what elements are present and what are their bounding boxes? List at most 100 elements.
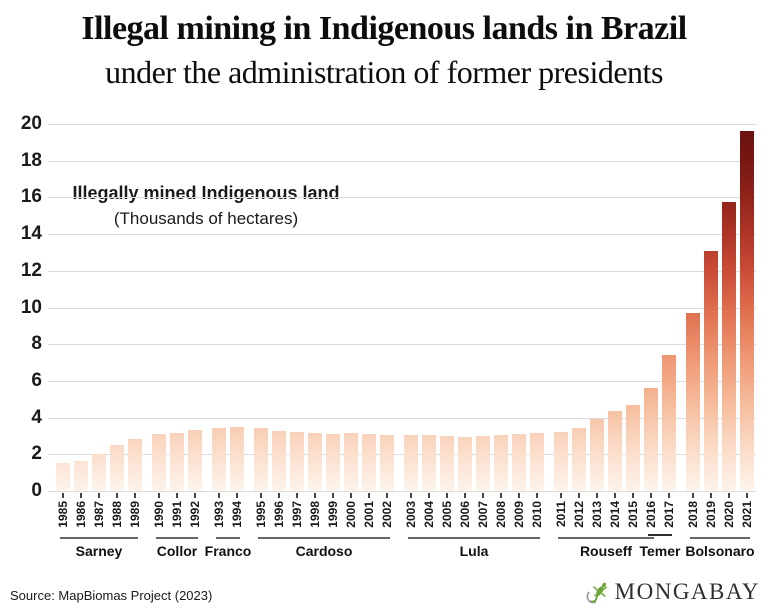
x-axis-tick bbox=[332, 493, 334, 498]
x-axis-tick bbox=[260, 493, 262, 498]
gridline bbox=[48, 270, 756, 272]
bar-2018 bbox=[686, 313, 700, 491]
brand-name: MONGABAY bbox=[614, 579, 760, 604]
bar-2003 bbox=[404, 435, 418, 491]
bar-2010 bbox=[530, 433, 544, 491]
bar-2011 bbox=[554, 432, 568, 491]
x-axis-label-2007: 2007 bbox=[476, 501, 490, 528]
x-axis-tick bbox=[62, 493, 64, 498]
bar-1991 bbox=[170, 433, 184, 491]
bar-2004 bbox=[422, 435, 436, 491]
bar-1998 bbox=[308, 433, 322, 491]
bar-2019 bbox=[704, 250, 718, 491]
x-axis-tick bbox=[500, 493, 502, 498]
page-title: Illegal mining in Indigenous lands in Br… bbox=[81, 10, 687, 47]
bar-1995 bbox=[254, 427, 268, 491]
x-axis-label-1990: 1990 bbox=[152, 501, 166, 528]
x-axis-label-2003: 2003 bbox=[404, 501, 418, 528]
president-label-cardoso: Cardoso bbox=[295, 543, 353, 559]
x-axis-tick bbox=[368, 493, 370, 498]
x-axis-tick bbox=[428, 493, 430, 498]
x-axis-label-1993: 1993 bbox=[212, 501, 226, 528]
president-underline-bolsonaro bbox=[690, 537, 750, 539]
source-note: Source: MapBiomas Project (2023) bbox=[10, 588, 213, 603]
bar-2016 bbox=[644, 388, 658, 491]
x-axis-label-1996: 1996 bbox=[272, 501, 286, 528]
x-axis-tick bbox=[296, 493, 298, 498]
x-axis-label-1988: 1988 bbox=[110, 501, 124, 528]
x-axis-tick bbox=[692, 493, 694, 498]
bar-1997 bbox=[290, 432, 304, 491]
x-axis-label-1994: 1994 bbox=[230, 501, 244, 528]
legend-unit-label: (Thousands of hectares) bbox=[106, 208, 306, 230]
bar-2014 bbox=[608, 411, 622, 491]
gridline bbox=[48, 454, 756, 456]
bar-2007 bbox=[476, 435, 490, 491]
x-axis-tick bbox=[578, 493, 580, 498]
x-axis-label-2002: 2002 bbox=[380, 501, 394, 528]
x-axis-label-2009: 2009 bbox=[512, 501, 526, 528]
bar-2017 bbox=[662, 355, 676, 491]
bar-2006 bbox=[458, 436, 472, 491]
bar-2020 bbox=[722, 201, 736, 491]
x-axis-tick bbox=[632, 493, 634, 498]
x-axis-label-1989: 1989 bbox=[128, 501, 142, 528]
x-axis-tick bbox=[176, 493, 178, 498]
x-axis-label-2021: 2021 bbox=[740, 501, 754, 528]
x-axis-tick bbox=[482, 493, 484, 498]
gridline bbox=[48, 234, 756, 236]
x-axis-label-1987: 1987 bbox=[92, 501, 106, 528]
president-label-sarney: Sarney bbox=[75, 543, 123, 559]
president-label-temer: Temer bbox=[639, 543, 681, 559]
president-label-franco: Franco bbox=[204, 543, 252, 559]
x-axis-label-2000: 2000 bbox=[344, 501, 358, 528]
x-axis-tick bbox=[386, 493, 388, 498]
y-axis-tick-label: 14 bbox=[20, 223, 42, 245]
y-axis-tick-label: 6 bbox=[31, 369, 42, 391]
x-axis-tick bbox=[746, 493, 748, 498]
x-axis-label-1999: 1999 bbox=[326, 501, 340, 528]
x-axis-tick bbox=[410, 493, 412, 498]
president-underline-sarney bbox=[60, 537, 138, 539]
gridline bbox=[48, 491, 756, 492]
y-axis-tick-label: 12 bbox=[20, 259, 42, 281]
bar-1989 bbox=[128, 438, 142, 491]
gridline bbox=[48, 197, 756, 199]
bar-2012 bbox=[572, 427, 586, 491]
x-axis-label-1995: 1995 bbox=[254, 501, 268, 528]
x-axis-tick bbox=[560, 493, 562, 498]
x-axis-tick bbox=[728, 493, 730, 498]
gridline bbox=[48, 380, 756, 382]
bar-1999 bbox=[326, 434, 340, 491]
y-axis-tick-label: 8 bbox=[31, 333, 42, 355]
x-axis-tick bbox=[98, 493, 100, 498]
x-axis-label-1992: 1992 bbox=[188, 501, 202, 528]
gridline bbox=[48, 160, 756, 162]
bar-1986 bbox=[74, 460, 88, 491]
president-label-rouseff: Rouseff bbox=[579, 543, 633, 559]
bar-1992 bbox=[188, 430, 202, 491]
bar-1990 bbox=[152, 434, 166, 491]
bar-2002 bbox=[380, 435, 394, 491]
x-axis-tick bbox=[536, 493, 538, 498]
x-axis-tick bbox=[278, 493, 280, 498]
president-underline-temer bbox=[648, 534, 672, 536]
chart-legend: Illegally mined Indigenous land (Thousan… bbox=[60, 182, 352, 230]
president-underline-cardoso bbox=[258, 537, 390, 539]
bar-2001 bbox=[362, 434, 376, 491]
president-underline-collor bbox=[156, 537, 198, 539]
x-axis-label-2008: 2008 bbox=[494, 501, 508, 528]
y-axis-tick-label: 20 bbox=[20, 113, 42, 134]
y-axis-tick-label: 2 bbox=[31, 443, 42, 465]
x-axis-label-2011: 2011 bbox=[554, 501, 568, 528]
bar-2015 bbox=[626, 404, 640, 491]
gridline bbox=[48, 344, 756, 346]
x-axis-tick bbox=[80, 493, 82, 498]
legend-series-label: Illegally mined Indigenous land bbox=[65, 182, 347, 205]
y-axis-tick-label: 0 bbox=[31, 480, 42, 501]
president-label-lula: Lula bbox=[459, 543, 489, 559]
president-label-bolsonaro: Bolsonaro bbox=[685, 543, 755, 559]
x-axis-label-1985: 1985 bbox=[56, 501, 70, 528]
